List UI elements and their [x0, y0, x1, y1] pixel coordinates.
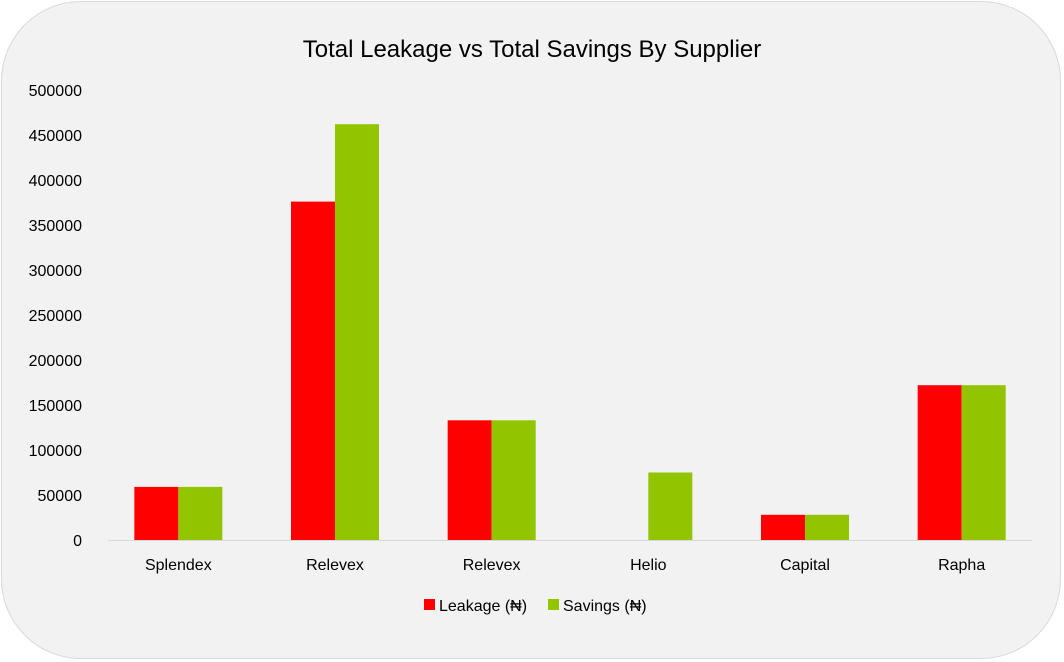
x-axis: Splendex Relevex Relevex Helio Capital Rapha — [108, 540, 1032, 574]
y-tick-label: 400000 — [29, 173, 82, 190]
y-tick-label: 300000 — [29, 263, 82, 280]
bar-savings — [961, 385, 1006, 540]
x-tick-label: Splendex — [145, 557, 212, 574]
bar-savings — [648, 472, 693, 540]
bar-leakage — [291, 201, 335, 540]
y-tick-label: 500000 — [29, 83, 82, 100]
y-tick-label: 200000 — [29, 353, 82, 370]
bar-savings — [335, 124, 379, 540]
y-tick-label: 450000 — [29, 128, 82, 145]
legend-swatch-leakage — [424, 599, 435, 610]
y-tick-label: 100000 — [29, 443, 82, 460]
bars-group — [134, 124, 1006, 540]
y-tick-label: 250000 — [29, 308, 82, 325]
bar-savings — [805, 514, 849, 540]
chart-title: Total Leakage vs Total Savings By Suppli… — [303, 36, 762, 63]
y-tick-label: 350000 — [29, 218, 82, 235]
x-tick-label: Relevex — [306, 557, 364, 574]
y-tick-label: 150000 — [29, 398, 82, 415]
x-tick-label: Helio — [630, 557, 667, 574]
bar-leakage — [447, 420, 492, 540]
bar-savings — [178, 486, 223, 540]
bar-leakage — [134, 486, 179, 540]
legend-label-savings: Savings (₦) — [563, 598, 647, 615]
legend-swatch-savings — [548, 599, 559, 610]
bar-leakage — [761, 514, 805, 540]
y-tick-label: 0 — [73, 533, 82, 550]
x-tick-label: Capital — [780, 557, 830, 574]
legend: Leakage (₦) Savings (₦) — [424, 598, 647, 615]
x-tick-label: Relevex — [463, 557, 521, 574]
y-tick-label: 50000 — [38, 488, 83, 505]
bar-savings — [491, 420, 536, 540]
bar-leakage — [917, 385, 962, 540]
y-axis: 0 50000 100000 150000 200000 250000 300000 3500… — [29, 83, 82, 550]
legend-label-leakage: Leakage (₦) — [439, 598, 527, 615]
x-tick-label: Rapha — [938, 557, 985, 574]
